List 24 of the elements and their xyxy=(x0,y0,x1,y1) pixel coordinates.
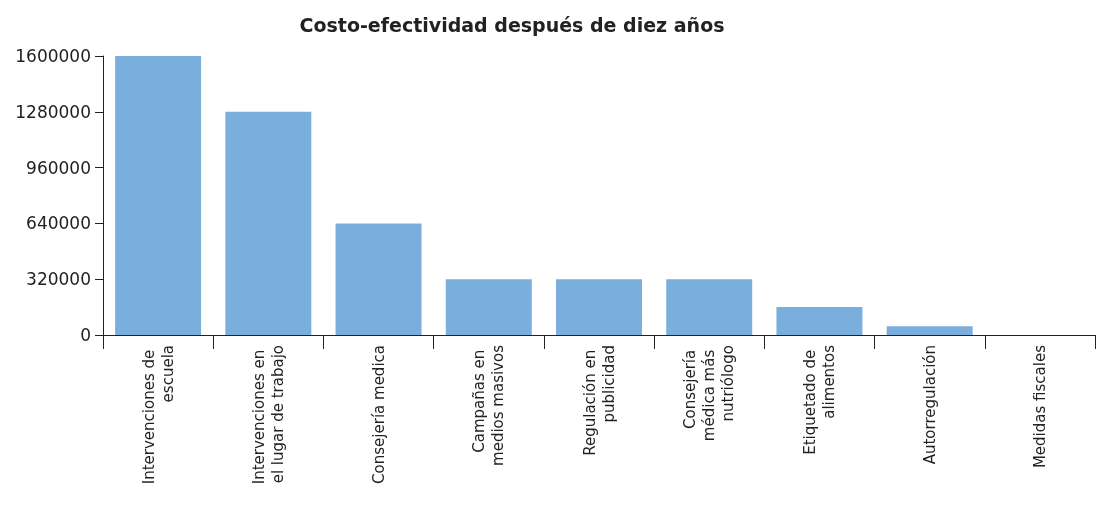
x-tick-label: Campañas en medios masivos xyxy=(470,344,508,466)
x-tick-label: Intervenciones en el lugar de trabajo xyxy=(249,345,287,485)
y-tick-label: 320000 xyxy=(26,269,91,290)
bar xyxy=(886,326,973,335)
y-tick-label: 0 xyxy=(80,325,91,345)
y-tick-label: 1280000 xyxy=(15,101,91,122)
x-tick-label: Etiquetado de alimentos xyxy=(800,344,838,455)
bar xyxy=(445,279,532,335)
bar xyxy=(776,307,863,335)
bar xyxy=(225,111,312,335)
chart-title: Costo-efectividad después de diez años xyxy=(299,13,725,36)
x-tick-label: Regulación en publicidad xyxy=(580,345,618,456)
bar xyxy=(115,56,202,335)
x-tick-label: Autorregulación xyxy=(920,345,939,465)
x-tick-label: Consejería medica xyxy=(369,345,388,484)
x-tick-label: Consejería médica más nutriólogo xyxy=(681,345,738,442)
x-tick-label: Medidas fiscales xyxy=(1030,344,1049,469)
bar xyxy=(556,279,642,335)
y-tick-label: 640000 xyxy=(26,213,91,234)
bar xyxy=(666,279,753,335)
y-tick-label: 960000 xyxy=(26,157,91,178)
x-tick-label: Intervenciones de escuela xyxy=(139,345,177,485)
y-tick-label: 1600000 xyxy=(15,46,91,66)
bar xyxy=(335,223,422,335)
